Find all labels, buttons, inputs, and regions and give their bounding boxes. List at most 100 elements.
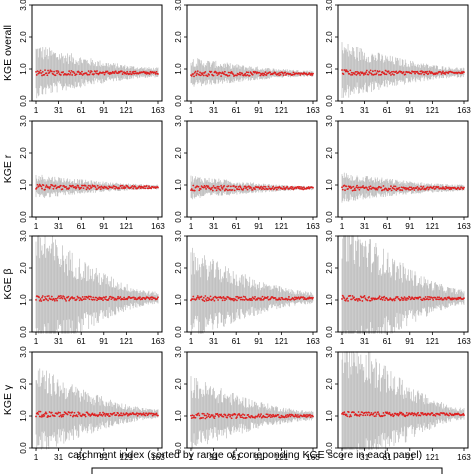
median-point (205, 184, 208, 187)
median-point (390, 74, 392, 76)
median-point (286, 186, 289, 188)
median-point (422, 185, 425, 188)
median-point (248, 74, 251, 77)
median-point (448, 188, 451, 191)
median-point (150, 296, 153, 299)
median-point (258, 71, 261, 74)
median-point (343, 184, 346, 187)
median-point (50, 411, 53, 414)
median-point (223, 73, 226, 76)
median-point (227, 75, 229, 77)
median-point (251, 188, 254, 191)
median-point (81, 414, 83, 417)
median-point (411, 412, 414, 415)
median-point (43, 414, 46, 417)
median-point (369, 413, 372, 416)
panel-r1-c1: 1 31 61 91 121 163 0.0 1.0 2.0 3.0 (174, 115, 320, 231)
median-point (62, 295, 65, 298)
median-point (391, 413, 394, 416)
row-0-ylabel: KGE overall (2, 25, 14, 81)
median-point (353, 296, 355, 299)
median-point (287, 298, 290, 301)
x-tick-label: 91 (405, 337, 415, 346)
median-points (35, 69, 159, 77)
median-point (77, 411, 80, 414)
median-point (260, 188, 263, 191)
median-point (144, 414, 147, 417)
median-point (48, 411, 51, 413)
median-point (205, 416, 208, 419)
median-point (457, 298, 459, 301)
y-tick-label: 1.0 (325, 410, 334, 422)
median-point (42, 184, 45, 187)
median-point (251, 73, 254, 76)
median-point (82, 187, 85, 190)
median-point (59, 414, 62, 417)
median-point (264, 416, 267, 419)
median-point (90, 295, 92, 298)
median-point (195, 298, 198, 301)
median-point (227, 296, 230, 299)
median-point (369, 69, 372, 72)
median-point (353, 187, 356, 190)
median-point (47, 295, 50, 297)
median-point (139, 296, 141, 299)
median-point (105, 186, 108, 189)
median-point (298, 186, 301, 188)
median-point (35, 415, 37, 418)
median-point (68, 187, 71, 189)
median-point (220, 413, 223, 416)
median-point (350, 186, 353, 189)
median-point (119, 414, 122, 417)
median-point (423, 73, 425, 76)
median-point (136, 414, 139, 417)
median-point (263, 297, 265, 300)
median-point (40, 185, 43, 188)
median-point (72, 414, 75, 417)
median-point (266, 416, 268, 419)
median-point (105, 295, 107, 298)
median-point (219, 71, 222, 74)
median-point (244, 296, 247, 298)
x-tick-label: 121 (275, 453, 289, 462)
x-tick-label: 1 (34, 222, 39, 231)
median-point (133, 296, 135, 299)
median-point (410, 186, 413, 189)
median-point (359, 299, 361, 302)
median-point (420, 185, 422, 188)
y-tick-label: 1.0 (325, 179, 334, 191)
x-tick-label: 121 (120, 453, 134, 462)
median-point (463, 186, 465, 189)
median-point (442, 70, 444, 73)
median-point (245, 74, 247, 77)
median-point (365, 71, 367, 74)
median-point (94, 70, 97, 73)
median-point (50, 295, 53, 298)
panel-frame (337, 120, 469, 218)
median-point (294, 296, 296, 299)
median-point (279, 298, 282, 301)
range-bars (190, 376, 314, 450)
median-point (132, 187, 135, 190)
median-point (427, 298, 430, 301)
x-tick-label: 1 (189, 106, 194, 115)
median-point (84, 415, 87, 418)
median-point (239, 296, 241, 299)
median-point (378, 70, 381, 73)
median-point (408, 188, 410, 191)
x-tick-label: 121 (275, 337, 289, 346)
median-point (253, 297, 256, 300)
median-point (38, 185, 40, 187)
median-point (269, 413, 271, 416)
median-point (378, 413, 380, 415)
median-point (190, 417, 193, 419)
y-tick-label: 3.0 (174, 230, 183, 242)
row-2-ylabel: KGE β (2, 268, 14, 299)
median-point (157, 414, 159, 417)
median-point (226, 416, 229, 419)
median-point (431, 412, 434, 415)
y-tick-label: 3.0 (325, 0, 334, 11)
median-point (105, 412, 108, 415)
median-point (300, 186, 302, 188)
median-point (260, 185, 262, 188)
